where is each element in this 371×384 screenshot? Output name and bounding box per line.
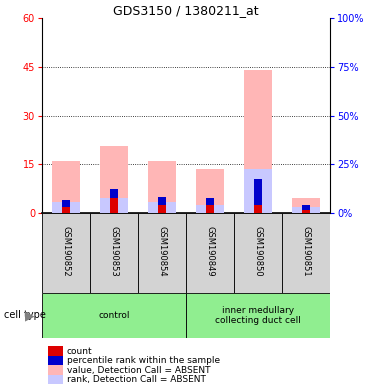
Bar: [42, 213, 90, 293]
Title: GDS3150 / 1380211_at: GDS3150 / 1380211_at: [113, 4, 259, 17]
Text: ▶: ▶: [25, 309, 35, 322]
Bar: [206, 205, 214, 213]
Bar: [148, 161, 176, 213]
Bar: [52, 161, 81, 213]
Bar: [110, 199, 118, 213]
Bar: [186, 213, 234, 293]
Text: GSM190853: GSM190853: [109, 226, 118, 277]
Bar: [302, 205, 310, 210]
Text: GSM190850: GSM190850: [253, 226, 263, 277]
Bar: [254, 205, 262, 213]
Bar: [244, 70, 272, 213]
Text: GSM190852: GSM190852: [62, 226, 70, 277]
Bar: [206, 199, 214, 205]
Bar: [158, 197, 166, 205]
Bar: [196, 205, 224, 213]
Bar: [186, 293, 330, 338]
Bar: [302, 210, 310, 213]
Text: GSM190854: GSM190854: [158, 226, 167, 277]
Bar: [62, 207, 70, 213]
Bar: [42, 293, 186, 338]
Text: cell type: cell type: [4, 311, 46, 321]
Text: control: control: [98, 311, 130, 320]
Text: inner medullary
collecting duct cell: inner medullary collecting duct cell: [215, 306, 301, 325]
Bar: [90, 213, 138, 293]
Bar: [99, 199, 128, 213]
Bar: [138, 213, 186, 293]
Bar: [99, 146, 128, 213]
Bar: [52, 202, 81, 213]
Bar: [234, 213, 282, 293]
Text: GSM190849: GSM190849: [206, 226, 214, 277]
Bar: [244, 169, 272, 213]
Bar: [148, 202, 176, 213]
Bar: [196, 169, 224, 213]
Bar: [158, 205, 166, 213]
Bar: [282, 213, 330, 293]
Bar: [62, 200, 70, 207]
Text: rank, Detection Call = ABSENT: rank, Detection Call = ABSENT: [67, 375, 206, 384]
Text: GSM190851: GSM190851: [302, 226, 311, 277]
Bar: [292, 207, 321, 213]
Bar: [110, 189, 118, 199]
Text: percentile rank within the sample: percentile rank within the sample: [67, 356, 220, 365]
Bar: [292, 199, 321, 213]
Text: count: count: [67, 347, 92, 356]
Bar: [254, 179, 262, 205]
Text: value, Detection Call = ABSENT: value, Detection Call = ABSENT: [67, 366, 210, 375]
